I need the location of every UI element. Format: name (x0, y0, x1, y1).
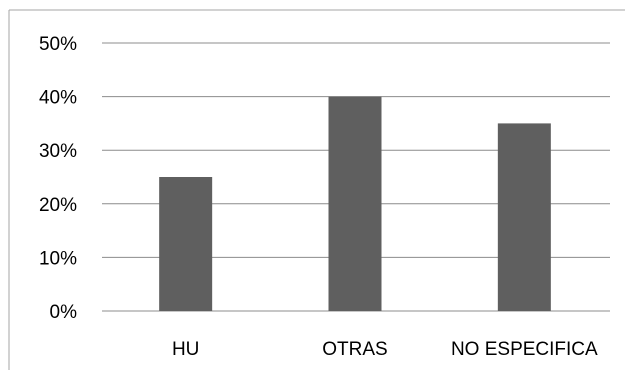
bar (159, 177, 213, 311)
y-tick-label: 10% (39, 248, 77, 269)
y-tick-label: 50% (39, 34, 77, 55)
x-axis-tick-labels: HU OTRAS NO ESPECIFICA (172, 339, 598, 360)
y-tick-label: 30% (39, 141, 77, 162)
y-tick-label: 0% (50, 302, 78, 323)
y-tick-label: 20% (39, 195, 77, 216)
y-tick-label: 40% (39, 88, 77, 109)
x-tick-label: NO ESPECIFICA (451, 339, 598, 360)
x-tick-label: OTRAS (322, 339, 387, 360)
x-tick-label: HU (172, 339, 199, 360)
bar (497, 123, 551, 312)
y-axis-tick-labels: 0% 10% 20% 30% 40% 50% (39, 34, 77, 323)
bar (328, 96, 382, 311)
bars (159, 96, 551, 312)
